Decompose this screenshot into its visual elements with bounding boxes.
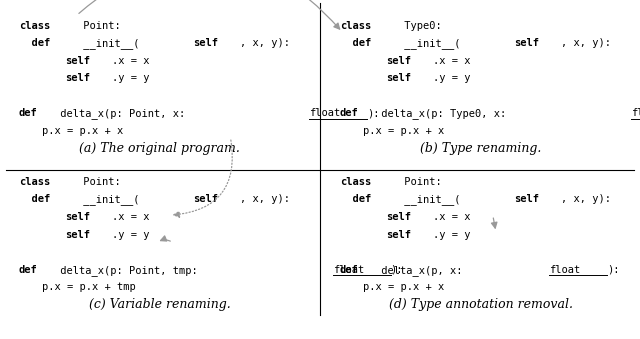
Text: delta_x(p, x:: delta_x(p, x: [375,265,468,276]
Text: self: self [387,212,412,222]
Text: Point:: Point: [77,21,120,31]
Text: p.x = p.x + x: p.x = p.x + x [363,282,444,292]
Text: float: float [630,108,640,118]
Text: def: def [19,195,50,204]
Text: p.x = p.x + x: p.x = p.x + x [42,126,123,136]
Text: p.x = p.x + tmp: p.x = p.x + tmp [42,282,136,292]
Text: float: float [549,265,580,275]
Text: , x, y):: , x, y): [239,38,289,48]
Text: def: def [340,108,358,118]
Text: , x, y):: , x, y): [239,195,289,204]
Text: .x = x: .x = x [433,56,470,66]
Text: self: self [65,230,90,240]
Text: def: def [19,38,50,48]
Text: float: float [309,108,340,118]
Text: def: def [19,265,37,275]
Text: delta_x(p: Point, tmp:: delta_x(p: Point, tmp: [54,265,204,276]
Text: self: self [387,56,412,66]
Text: __init__(: __init__( [77,38,140,49]
Text: .x = x: .x = x [433,212,470,222]
Text: (b) Type renaming.: (b) Type renaming. [420,142,541,155]
Text: self: self [515,38,540,48]
Text: Point:: Point: [398,177,442,187]
Text: .y = y: .y = y [433,230,470,240]
Text: delta_x(p: Type0, x:: delta_x(p: Type0, x: [375,108,512,119]
Text: .x = x: .x = x [111,56,149,66]
Text: __init__(: __init__( [398,195,461,205]
Text: class: class [19,177,50,187]
Text: p.x = p.x + x: p.x = p.x + x [363,126,444,136]
Text: Point:: Point: [77,177,120,187]
Text: ):: ): [607,265,620,275]
Text: (d) Type annotation removal.: (d) Type annotation removal. [388,298,573,311]
Text: (a) The original program.: (a) The original program. [79,142,240,155]
Text: def: def [19,108,37,118]
Text: __init__(: __init__( [398,38,461,49]
Text: (c) Variable renaming.: (c) Variable renaming. [88,298,230,311]
Text: def: def [340,38,371,48]
Text: self: self [65,56,90,66]
Text: class: class [19,21,50,31]
Text: , x, y):: , x, y): [561,38,611,48]
Text: , x, y):: , x, y): [561,195,611,204]
Text: def: def [340,195,371,204]
Text: Type0:: Type0: [398,21,442,31]
Text: class: class [340,177,371,187]
Text: .y = y: .y = y [111,73,149,83]
Text: delta_x(p: Point, x:: delta_x(p: Point, x: [54,108,191,119]
Text: ):: ): [390,265,403,275]
Text: self: self [65,73,90,83]
Text: __init__(: __init__( [77,195,140,205]
Text: float: float [333,265,364,275]
Text: self: self [387,73,412,83]
Text: self: self [387,230,412,240]
Text: ):: ): [367,108,380,118]
Text: self: self [193,195,218,204]
Text: self: self [193,38,218,48]
Text: .x = x: .x = x [111,212,149,222]
Text: self: self [515,195,540,204]
Text: self: self [65,212,90,222]
Text: def: def [340,265,358,275]
Text: .y = y: .y = y [433,73,470,83]
Text: .y = y: .y = y [111,230,149,240]
Text: class: class [340,21,371,31]
